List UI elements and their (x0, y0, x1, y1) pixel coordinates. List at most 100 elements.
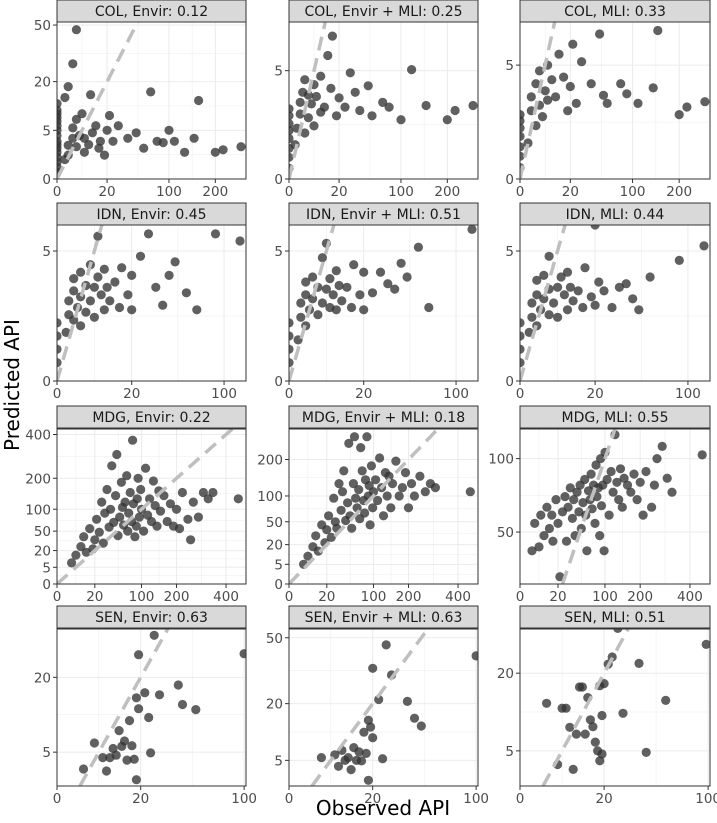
panel-background (57, 629, 246, 786)
data-point (89, 282, 99, 292)
data-point (585, 715, 596, 725)
data-point (107, 461, 117, 471)
data-point (123, 133, 133, 143)
x-tick-label: 100 (129, 589, 155, 605)
data-point (562, 267, 573, 277)
data-point (652, 454, 662, 464)
data-point (308, 272, 318, 282)
x-tick-label: 20 (587, 386, 604, 402)
data-point (647, 502, 657, 512)
data-point (152, 521, 162, 531)
data-point (403, 503, 414, 513)
data-point (134, 704, 144, 714)
data-point (613, 629, 623, 633)
x-tick-label: 20 (596, 791, 613, 807)
data-point (63, 140, 73, 150)
data-point (520, 110, 525, 120)
panel-background (520, 429, 710, 584)
panel-border (288, 428, 479, 585)
data-point (322, 525, 332, 535)
data-point (347, 523, 357, 533)
data-point (301, 277, 311, 287)
x-tick-label: 100 (620, 184, 646, 200)
data-point (468, 100, 478, 111)
data-point (311, 91, 321, 102)
data-point (590, 300, 600, 310)
data-point (85, 296, 95, 306)
data-point (303, 113, 313, 123)
y-tick-label: 0 (274, 374, 283, 390)
data-point (368, 503, 378, 513)
data-point (349, 260, 359, 270)
data-point (104, 110, 115, 121)
y-tick-label: 0 (42, 172, 51, 188)
reference-line (78, 629, 170, 786)
data-point (614, 495, 624, 505)
y-tick-label: 5 (505, 244, 514, 260)
data-point (362, 432, 372, 442)
data-point (424, 302, 434, 313)
facet-strip (56, 405, 247, 429)
data-point (667, 487, 677, 497)
data-point (577, 57, 587, 67)
data-point (571, 98, 581, 108)
data-point (76, 542, 86, 552)
data-point (531, 79, 541, 89)
data-point (568, 39, 578, 49)
x-tick-label: 0 (285, 386, 294, 402)
data-point (617, 502, 627, 512)
data-point (99, 264, 109, 274)
data-point (534, 66, 545, 76)
data-point (112, 449, 122, 460)
data-point (130, 532, 140, 542)
data-point (662, 473, 672, 483)
points-layer (289, 429, 475, 584)
data-point (343, 498, 353, 508)
data-point (563, 502, 573, 512)
data-point (635, 477, 645, 487)
panel-background (289, 429, 478, 584)
data-point (699, 241, 709, 251)
data-point (111, 750, 121, 760)
data-point (115, 512, 125, 522)
data-point (653, 25, 663, 36)
data-point (697, 450, 707, 460)
data-point (328, 290, 338, 300)
facet-panel: SEN, Envir + MLI: 0.63 0 20 100 5 20 50 (266, 605, 489, 807)
data-point (607, 302, 617, 313)
points-layer (527, 429, 707, 584)
data-point (134, 650, 144, 660)
data-point (394, 491, 404, 501)
data-point (565, 282, 576, 292)
data-point (154, 690, 165, 700)
data-point (355, 105, 365, 116)
data-point (164, 125, 174, 135)
data-point (183, 514, 193, 524)
y-tick-label: 0 (505, 172, 514, 188)
data-point (569, 495, 579, 505)
data-point (381, 640, 391, 650)
data-point (374, 694, 384, 705)
data-point (574, 507, 584, 517)
data-point (289, 119, 294, 129)
data-point (520, 344, 525, 354)
data-point (524, 327, 534, 337)
data-point (560, 492, 570, 502)
data-point (127, 305, 137, 315)
data-point (324, 511, 334, 521)
facet-panel: COL, Envir + MLI: 0.25 0 20 100 200 0 5 (274, 0, 479, 200)
data-point (173, 680, 183, 690)
data-point (203, 494, 213, 504)
data-point (378, 754, 388, 764)
y-tick-label: 50 (266, 515, 283, 531)
data-point (578, 498, 588, 508)
data-point (534, 542, 544, 552)
data-point (89, 738, 99, 748)
data-point (316, 71, 326, 81)
data-point (559, 72, 569, 82)
data-point (591, 460, 601, 470)
facet-panel: COL, MLI: 0.33 0 20 100 200 0 5 (505, 0, 711, 200)
data-point (68, 59, 78, 69)
data-point (99, 150, 110, 160)
data-point (116, 477, 126, 487)
